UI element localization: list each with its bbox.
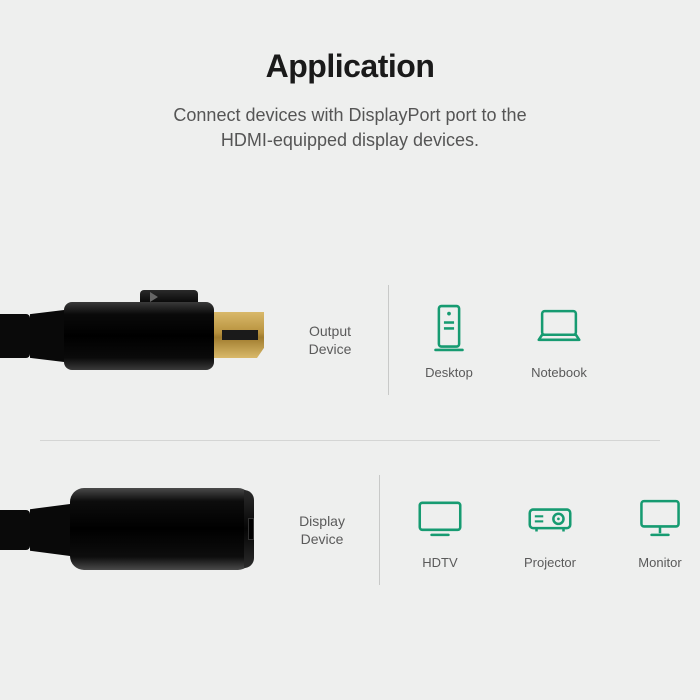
notebook-icon-cell: Notebook [519, 301, 599, 380]
output-label-line2: Device [309, 341, 352, 357]
hdtv-icon [413, 491, 467, 545]
subtitle-line-1: Connect devices with DisplayPort port to… [173, 105, 526, 125]
output-icons: Desktop Notebook [409, 301, 599, 380]
display-row: Display Device HDTV Projector [0, 470, 700, 590]
notebook-caption: Notebook [531, 365, 587, 380]
notebook-icon [532, 301, 586, 355]
output-label: Output Device [290, 322, 370, 358]
display-label-line2: Device [301, 531, 344, 547]
desktop-icon [422, 301, 476, 355]
displayport-connector [0, 280, 280, 400]
hdmi-adapter [0, 470, 273, 590]
display-icons: HDTV Projector Monitor [400, 491, 700, 570]
subtitle-line-2: HDMI-equipped display devices. [221, 130, 479, 150]
monitor-caption: Monitor [638, 555, 681, 570]
vertical-divider [388, 285, 389, 395]
monitor-icon-cell: Monitor [620, 491, 700, 570]
desktop-caption: Desktop [425, 365, 473, 380]
hdtv-icon-cell: HDTV [400, 491, 480, 570]
output-row: Output Device Desktop Notebook [0, 280, 700, 400]
page-subtitle: Connect devices with DisplayPort port to… [0, 103, 700, 153]
display-label: Display Device [283, 512, 361, 548]
display-label-line1: Display [299, 513, 345, 529]
hdtv-caption: HDTV [422, 555, 457, 570]
page-title: Application [0, 48, 700, 85]
vertical-divider [379, 475, 380, 585]
projector-caption: Projector [524, 555, 576, 570]
output-label-line1: Output [309, 323, 351, 339]
header: Application Connect devices with Display… [0, 0, 700, 153]
projector-icon [523, 491, 577, 545]
monitor-icon [633, 491, 687, 545]
horizontal-divider [40, 440, 660, 441]
desktop-icon-cell: Desktop [409, 301, 489, 380]
projector-icon-cell: Projector [510, 491, 590, 570]
